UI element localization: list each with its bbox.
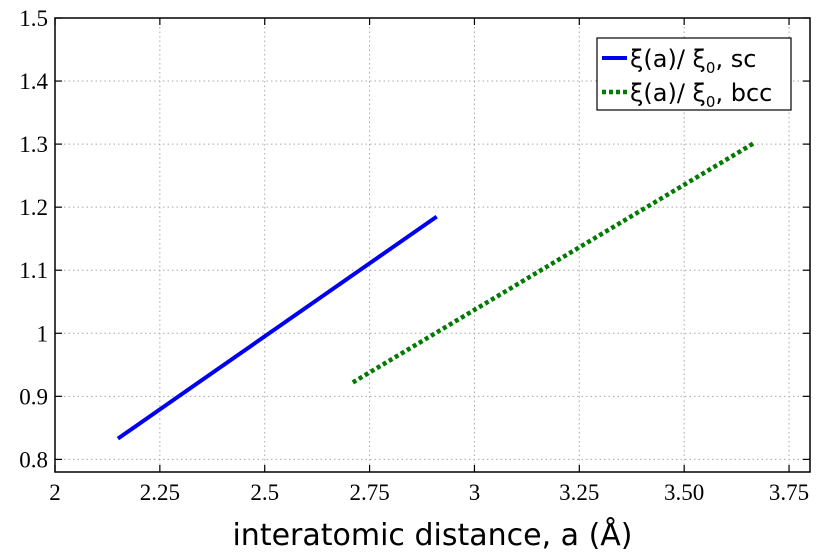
y-tick-label: 1.5: [19, 6, 48, 31]
x-tick-label: 3.50: [664, 480, 704, 505]
legend-label: ξ(a)/ ξ0, bcc: [630, 79, 772, 111]
x-tick-label: 3.75: [769, 480, 809, 505]
x-tick-label: 2.5: [250, 480, 279, 505]
legend-label-main: ξ(a)/ ξ: [630, 45, 706, 73]
legend-box: [596, 37, 792, 111]
legend: ξ(a)/ ξ0, scξ(a)/ ξ0, bcc: [596, 37, 792, 111]
y-tick-label: 1: [37, 321, 49, 346]
y-tick-label: 1.3: [19, 132, 48, 157]
y-tick-label: 1.2: [19, 195, 48, 220]
legend-label: ξ(a)/ ξ0, sc: [630, 45, 756, 77]
series-layer: [116, 140, 757, 441]
legend-label-tail: , sc: [715, 45, 756, 73]
legend-label-subscript: 0: [706, 59, 716, 77]
x-tick-labels: 2 2.25 2.5 2.75 3 3.25 3.50 3.75: [49, 480, 809, 505]
y-tick-labels: 0.8 0.9 1 1.1 1.2 1.3 1.4 1.5: [19, 6, 48, 472]
x-tick-label: 3.25: [559, 480, 599, 505]
legend-label-tail: , bcc: [715, 79, 772, 107]
ticks: [54, 17, 810, 472]
plot-frame: [54, 17, 811, 473]
x-tick-label: 2.75: [349, 480, 389, 505]
x-axis-title: interatomic distance, a (Å): [232, 517, 632, 553]
x-tick-label: 2: [49, 480, 61, 505]
x-tick-label: 3: [469, 480, 481, 505]
series-line-bcc: [351, 140, 757, 385]
y-tick-label: 1.4: [19, 69, 48, 94]
legend-label-main: ξ(a)/ ξ: [630, 79, 706, 107]
series-line-sc: [116, 214, 438, 441]
x-tick-label: 2.25: [140, 480, 180, 505]
y-tick-label: 0.9: [19, 384, 48, 409]
y-tick-label: 0.8: [19, 447, 48, 472]
y-tick-label: 1.1: [19, 258, 48, 283]
legend-label-subscript: 0: [706, 93, 716, 111]
